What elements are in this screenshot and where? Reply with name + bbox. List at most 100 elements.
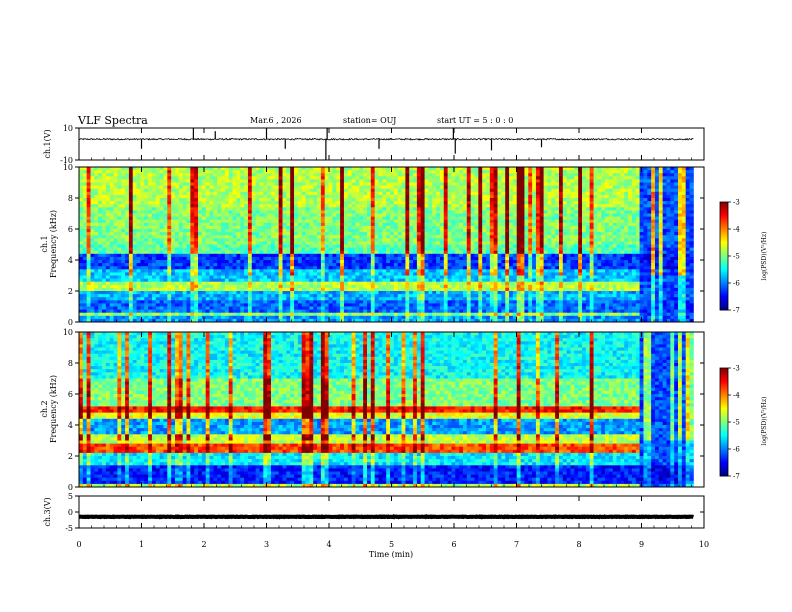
spectrogram-cell [136, 260, 141, 264]
spectrogram-cell [244, 287, 249, 292]
spectrogram-cell [317, 210, 322, 214]
spectrogram-cell [190, 173, 195, 177]
spectrogram-cell [401, 219, 406, 224]
spectrogram-cell [182, 241, 187, 245]
spectrogram-cell [282, 269, 287, 273]
spectrogram-cell [159, 256, 164, 261]
spectrogram-cell [278, 191, 283, 196]
spectrogram-cell [428, 170, 433, 174]
spectrogram-cell [428, 210, 433, 214]
spectrogram-cell [393, 263, 399, 267]
spectrogram-cell [232, 204, 237, 208]
spectrogram-cell [447, 260, 452, 264]
spectrogram-cell [171, 188, 176, 193]
spectrogram-cell [175, 266, 180, 270]
spectrogram-cell [378, 185, 383, 190]
spectrogram-cell [128, 235, 134, 239]
spectrogram-cell [413, 281, 418, 286]
spectrogram-cell [240, 318, 245, 323]
spectrogram-cell [228, 318, 233, 323]
spectrogram-cell [213, 247, 218, 252]
spectrogram-cell [194, 179, 199, 183]
spectrogram-cell [390, 303, 395, 307]
spectrogram-cell [309, 219, 314, 224]
spectrogram-cell [190, 309, 195, 314]
spectrogram-cell [286, 306, 291, 310]
spectrogram-cell [382, 256, 387, 261]
spectrogram-cell [228, 291, 233, 295]
spectrogram-cell [136, 232, 141, 236]
spectrogram-cell [366, 222, 372, 227]
spectrogram-cell [309, 272, 314, 276]
spectrogram-cell [228, 170, 233, 174]
spectrogram-cell [190, 235, 195, 239]
spectrogram-cell [186, 303, 191, 307]
spectrogram-cell [151, 315, 157, 320]
spectrogram-cell [439, 241, 445, 245]
spectrogram-cell [217, 281, 222, 286]
spectrogram-cell [247, 278, 253, 283]
spectrogram-cell [232, 263, 237, 267]
spectrogram-cell [190, 297, 195, 301]
spectrogram-cell [247, 198, 253, 202]
spectrogram-cell [347, 241, 353, 245]
spectrogram-cell [336, 179, 341, 183]
spectrogram-cell [397, 312, 402, 317]
spectrogram-cell [86, 216, 91, 221]
spectrogram-cell [159, 188, 164, 193]
spectrogram-cell [439, 244, 445, 248]
spectrogram-cell [205, 275, 210, 279]
spectrogram-cell [313, 266, 318, 270]
spectrogram-cell [347, 315, 353, 320]
spectrogram-cell [416, 204, 422, 208]
spectrogram-cell [363, 241, 368, 245]
spectrogram-cell [232, 238, 237, 242]
spectrogram-cell [244, 244, 249, 248]
spectrogram-cell [382, 238, 387, 242]
spectrogram-cell [98, 185, 103, 190]
spectrogram-cell [309, 229, 314, 233]
spectrogram-cell [140, 241, 145, 245]
spectrogram-cell [416, 176, 422, 180]
spectrogram-cell [294, 291, 299, 295]
spectrogram-cell [447, 253, 452, 258]
spectrogram-cell [282, 287, 287, 292]
spectrogram-cell [228, 250, 233, 255]
spectrogram-cell [175, 315, 180, 320]
spectrogram-cell [148, 185, 153, 190]
spectrogram-cell [451, 303, 456, 307]
spectrogram-cell [259, 232, 264, 236]
spectrogram-cell [267, 188, 272, 193]
spectrogram-cell [251, 300, 257, 304]
spectrogram-cell [94, 294, 99, 298]
spectrogram-cell [328, 294, 333, 298]
spectrogram-cell [309, 263, 314, 267]
spectrogram-cell [194, 297, 199, 301]
spectrogram-cell [228, 284, 233, 289]
spectrogram-cell [416, 315, 422, 320]
spectrogram-cell [221, 207, 226, 211]
spectrogram-cell [117, 179, 122, 183]
spectrogram-cell [79, 185, 84, 190]
spectrogram-cell [113, 198, 118, 202]
spectrogram-cell [190, 318, 195, 323]
spectrogram-cell [451, 266, 456, 270]
spectrogram-cell [370, 247, 376, 252]
spectrogram-cell [171, 300, 176, 304]
spectrogram-cell [363, 216, 368, 221]
spectrogram-cell [390, 294, 395, 298]
spectrogram-cell [105, 219, 111, 224]
spectrogram-cell [136, 315, 141, 320]
spectrogram-cell [98, 278, 103, 283]
spectrogram-cell [432, 303, 437, 307]
spectrogram-cell [443, 291, 449, 295]
spectrogram-cell [247, 225, 253, 230]
spectrogram-cell [282, 284, 287, 289]
spectrogram-cell [436, 244, 441, 248]
spectrogram-cell [382, 207, 387, 211]
spectrogram-cell [232, 253, 237, 258]
spectrogram-cell [297, 269, 303, 273]
spectrogram-cell [163, 306, 168, 310]
spectrogram-cell [105, 278, 111, 283]
spectrogram-cell [86, 306, 91, 310]
